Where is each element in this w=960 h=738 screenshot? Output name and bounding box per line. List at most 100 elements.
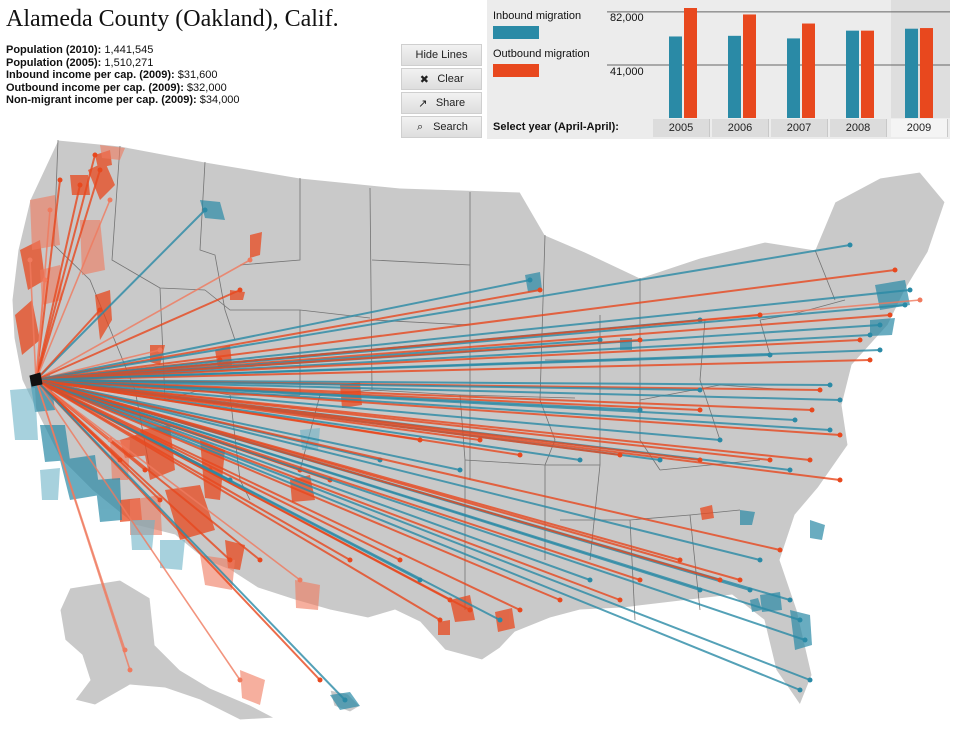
flow-arrowhead [92, 152, 98, 158]
clear-button[interactable]: ✖ Clear [401, 68, 482, 90]
bar-inbound-2006[interactable] [728, 35, 741, 118]
outbound-flow-line[interactable] [35, 379, 841, 436]
outbound-flow-line[interactable] [35, 379, 721, 581]
flow-arrowhead [877, 322, 883, 328]
outbound-flow-line[interactable] [35, 379, 441, 621]
flow-arrowhead [697, 587, 703, 593]
flow-arrowhead [802, 637, 808, 643]
outbound-flow-line[interactable] [35, 379, 521, 611]
outbound-flow-line[interactable] [35, 379, 641, 581]
outbound-flow-line[interactable] [35, 339, 861, 381]
outbound-flow-line[interactable] [35, 314, 761, 381]
inbound-flow-line[interactable] [35, 379, 701, 391]
flow-arrowhead [42, 277, 48, 283]
outbound-flow-line[interactable] [35, 379, 401, 561]
outbound-flow-line[interactable] [35, 379, 481, 441]
flow-arrowhead [97, 307, 103, 313]
flow-arrowhead [557, 597, 563, 603]
inbound-flow-line[interactable] [35, 279, 531, 381]
bar-inbound-2007[interactable] [787, 38, 800, 118]
flow-arrowhead [437, 617, 443, 623]
year-button-2005[interactable]: 2005 [653, 119, 710, 137]
outbound-flow-line[interactable] [35, 289, 541, 381]
inbound-flow-line[interactable] [35, 209, 206, 381]
flow-arrowhead [809, 407, 815, 413]
inbound-flow-line[interactable] [35, 289, 911, 381]
outbound-flow-line[interactable] [35, 379, 131, 671]
outbound-flow-line[interactable] [35, 379, 351, 561]
legend-inbound-label: Inbound migration [493, 10, 582, 22]
search-button[interactable]: ⌕ Search [401, 116, 482, 138]
flow-arrowhead [237, 287, 243, 293]
inbound-flow-line[interactable] [35, 379, 841, 401]
flow-arrowhead [807, 677, 813, 683]
bar-inbound-2008[interactable] [846, 30, 859, 119]
legend-outbound-label: Outbound migration [493, 48, 590, 60]
inbound-flow-line[interactable] [35, 379, 721, 441]
outbound-flow-line[interactable] [35, 379, 301, 581]
bar-outbound-2005[interactable] [684, 8, 697, 118]
outbound-flow-line[interactable] [35, 154, 96, 381]
hide-lines-button[interactable]: Hide Lines [401, 44, 482, 66]
outbound-flow-line[interactable] [35, 359, 871, 381]
flow-arrowhead [697, 387, 703, 393]
flow-arrowhead [227, 557, 233, 563]
flow-arrowhead [417, 437, 423, 443]
bar-outbound-2006[interactable] [743, 14, 756, 118]
outbound-flow-line[interactable] [35, 179, 61, 381]
flow-arrowhead [477, 437, 483, 443]
outbound-flow-line[interactable] [35, 379, 421, 441]
outbound-flow-line[interactable] [29, 259, 37, 381]
share-button[interactable]: ↗ Share [401, 92, 482, 114]
outbound-flow-line[interactable] [35, 379, 781, 551]
year-button-2009[interactable]: 2009 [891, 119, 948, 137]
inbound-flow-line[interactable] [35, 244, 851, 381]
inbound-flow-line[interactable] [35, 379, 421, 581]
inbound-flow-line[interactable] [35, 379, 701, 591]
migration-map [10, 140, 946, 721]
flow-arrowhead [757, 312, 763, 318]
outbound-flow-line[interactable] [35, 379, 561, 601]
year-button-2006[interactable]: 2006 [712, 119, 769, 137]
outbound-flow-line[interactable] [35, 259, 251, 381]
legend-outbound-swatch [493, 64, 539, 77]
outbound-flow-line[interactable] [35, 269, 896, 381]
outbound-flow-line[interactable] [35, 379, 111, 441]
flow-arrowhead [317, 677, 323, 683]
bar-inbound-2005[interactable] [669, 36, 682, 118]
year-button-2008[interactable]: 2008 [830, 119, 887, 137]
outbound-flow-line[interactable] [35, 309, 101, 381]
outbound-flow-line[interactable] [35, 339, 641, 381]
flow-arrowhead [877, 347, 883, 353]
inbound-flow-line[interactable] [35, 379, 641, 411]
county-stats: Population (2010): 1,441,545 Population … [6, 44, 240, 107]
outbound-flow-line[interactable] [35, 279, 46, 381]
origin-county-marker [29, 372, 43, 387]
flow-arrowhead [827, 382, 833, 388]
inbound-flow-line[interactable] [35, 379, 761, 561]
outbound-flow-line[interactable] [35, 169, 101, 381]
outbound-flow-line[interactable] [35, 379, 241, 681]
flow-arrowhead [792, 417, 798, 423]
inbound-flow-line[interactable] [35, 379, 461, 471]
flow-arrowhead [467, 607, 473, 613]
outbound-flow-line[interactable] [35, 379, 621, 601]
alaska-shape [59, 579, 277, 721]
outbound-flow-line[interactable] [35, 379, 681, 561]
bar-outbound-2009[interactable] [920, 28, 933, 118]
inbound-flow-line[interactable] [35, 354, 771, 381]
inbound-flow-line[interactable] [35, 379, 346, 701]
inbound-flow-line[interactable] [35, 379, 811, 681]
outbound-flow-line[interactable] [35, 199, 111, 381]
year-button-2007[interactable]: 2007 [771, 119, 828, 137]
outbound-flow-line[interactable] [35, 379, 771, 461]
outbound-flow-line[interactable] [35, 289, 241, 381]
flow-arrowhead [767, 352, 773, 358]
bar-inbound-2009[interactable] [905, 28, 918, 118]
flow-arrowhead [417, 577, 423, 583]
bar-outbound-2007[interactable] [802, 23, 815, 118]
inbound-flow-line[interactable] [35, 379, 591, 581]
bar-outbound-2008[interactable] [861, 30, 874, 119]
outbound-flow-line[interactable] [35, 184, 81, 381]
inbound-flow-line[interactable] [35, 379, 801, 691]
